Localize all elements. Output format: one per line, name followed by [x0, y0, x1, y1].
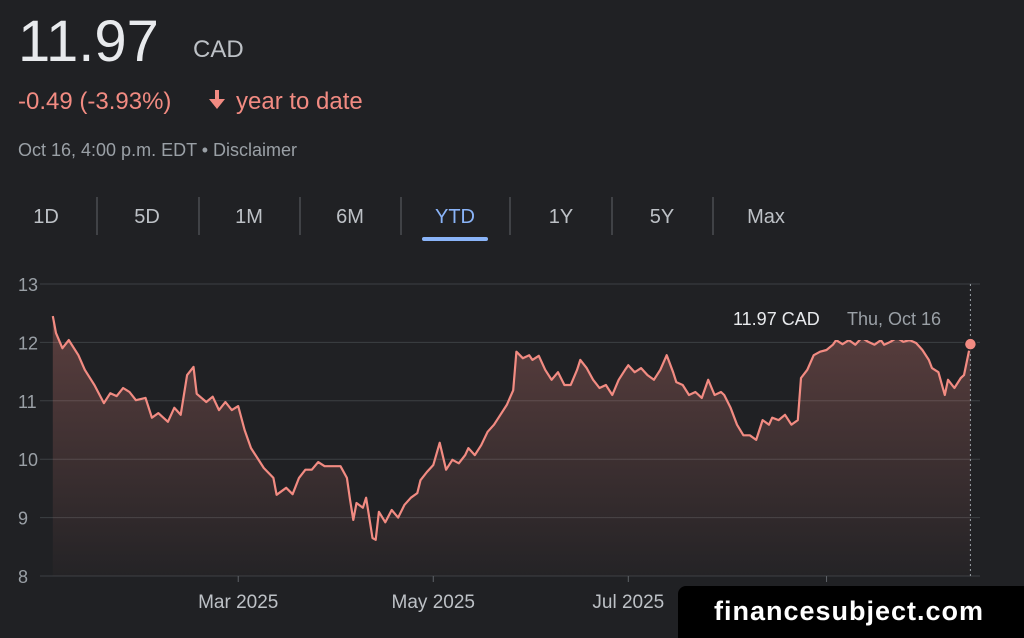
- price-line: [51, 315, 972, 541]
- tab[interactable]: 1D: [33, 206, 59, 228]
- change: -0.49 (-3.93%): [18, 88, 171, 115]
- watermark: financesubject.com: [714, 596, 984, 626]
- watermark-box: financesubject.com: [678, 586, 1024, 638]
- hover-dot: [963, 337, 978, 351]
- x-tick-label: Mar 2025: [198, 592, 278, 613]
- x-tick-label: Jul 2025: [592, 592, 664, 613]
- y-tick-label: 11: [18, 392, 37, 412]
- y-tick-label: 10: [18, 450, 38, 470]
- tooltip-box: [720, 298, 967, 340]
- area: [52, 316, 971, 576]
- currency: CAD: [193, 36, 244, 63]
- range-tabs: 1D 5D 1M 6M YTD 1Y 5Y Max: [33, 197, 785, 241]
- period: year to date: [236, 88, 363, 115]
- y-tick-label: 12: [18, 333, 38, 353]
- down-arrow: [209, 90, 225, 109]
- price: 11.97: [18, 9, 159, 74]
- tab[interactable]: 6M: [336, 206, 364, 228]
- tooltip-value: 11.97 CAD: [733, 309, 820, 329]
- y-tick-label: 8: [18, 567, 28, 587]
- tab[interactable]: 5D: [134, 206, 160, 228]
- tab[interactable]: 1Y: [549, 206, 573, 228]
- x-tick-label: May 2025: [392, 592, 475, 613]
- tooltip-date: Thu, Oct 16: [847, 309, 941, 329]
- timestamp[interactable]: Oct 16, 4:00 p.m. EDT • Disclaimer: [18, 140, 297, 160]
- y-tick-label: 9: [18, 509, 28, 529]
- tab[interactable]: Max: [747, 206, 785, 228]
- tab-underline: [422, 237, 488, 241]
- tab[interactable]: 1M: [235, 206, 263, 228]
- y-tick-label: 13: [18, 275, 38, 295]
- tab[interactable]: 5Y: [650, 206, 674, 228]
- tab[interactable]: YTD: [435, 206, 475, 228]
